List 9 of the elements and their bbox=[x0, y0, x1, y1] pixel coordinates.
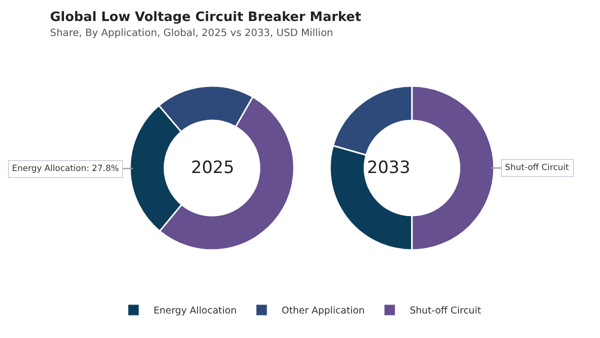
text: Energy Allocation: 27.8% bbox=[12, 164, 119, 174]
legend-label: Other Application bbox=[282, 306, 365, 317]
chart-subtitle: Share, By Application, Global, 2025 vs 2033, USD Million bbox=[50, 28, 334, 39]
legend-label: Shut-off Circuit bbox=[410, 306, 482, 317]
slice-label: 2033 bbox=[367, 158, 410, 178]
chart-title: Global Low Voltage Circuit Breaker Market bbox=[50, 10, 362, 25]
text: Shut-off Circuit bbox=[505, 163, 569, 173]
legend-label: Energy Allocation bbox=[154, 306, 237, 317]
slice-label: 2025 bbox=[191, 158, 234, 178]
